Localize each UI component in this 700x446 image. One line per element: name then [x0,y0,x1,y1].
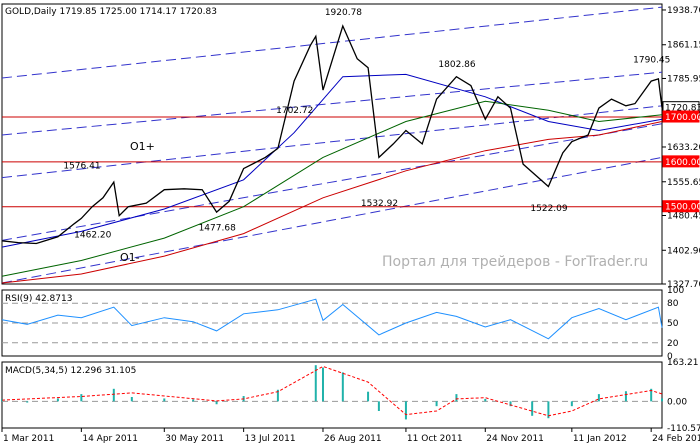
rsi-label: RSI(9) 42.8713 [5,294,72,304]
moving-average-2 [1,121,663,284]
macd-tick-label-1: 0.00 [667,397,687,407]
x-tick-label-6: 24 Nov 2011 [486,434,544,444]
channel-line-0 [1,6,663,79]
price-scale-box-2 [662,155,700,168]
chart-header: GOLD,Daily 1719.85 1725.00 1714.17 1720.… [5,7,217,17]
price-annotation-2: 1790.45 [633,55,670,65]
price-scale-label-0: 1720.83 [665,104,700,114]
price-tick-label-8: 1327.70 [667,280,700,290]
macd-signal-line [1,365,663,417]
price-annotation-4: 1576.41 [63,161,100,171]
price-pane-frame [1,3,663,285]
channel-line-3 [1,123,663,241]
price-annotation-1: 1802.86 [438,60,475,70]
price-scale-label-1: 1700.00 [665,113,700,123]
price-scale-box-1 [662,110,700,123]
moving-average-1 [1,100,663,277]
x-tick-label-3: 13 Jul 2011 [245,434,296,444]
rsi-line [1,298,663,340]
price-scale-label-2: 1600.00 [665,158,700,168]
price-tick-label-2: 1785.95 [667,74,700,84]
macd-tick-label-2: -110.571 [667,424,700,434]
macd-label: MACD(5,34,5) 12.296 31.105 [5,366,136,376]
x-tick-label-1: 14 Apr 2011 [82,434,138,444]
price-tick-label-6: 1480.45 [667,211,700,221]
price-line [1,24,663,245]
price-annotation-3: 1702.72 [276,106,313,116]
price-annotation-7: 1532.92 [361,199,398,209]
price-tick-label-5: 1555.65 [667,178,700,188]
price-tick-label-0: 1938.70 [667,6,700,16]
rsi-tick-label-1: 80 [667,299,679,309]
x-tick-label-5: 11 Oct 2011 [407,434,463,444]
macd-pane-frame [1,361,663,429]
price-annotation-0: 1920.78 [325,8,362,18]
price-tick-label-4: 1633.20 [667,143,700,153]
moving-average-0 [1,73,663,248]
rsi-tick-label-0: 100 [667,286,684,296]
x-tick-label-0: 1 Mar 2011 [3,434,54,444]
price-annotation-6: 1477.68 [199,224,236,234]
price-annotation-8: 1522.09 [530,204,567,214]
rsi-tick-label-4: 0 [667,352,673,362]
x-tick-label-4: 26 Aug 2011 [324,434,382,444]
watermark-text: Портал для трейдеров - ForTrader.ru [382,254,648,270]
price-tick-label-1: 1861.15 [667,41,700,51]
rsi-tick-label-2: 50 [667,319,679,329]
price-tick-label-7: 1402.90 [667,246,700,256]
rsi-tick-label-3: 20 [667,339,679,349]
channel-line-2 [1,105,663,179]
channel-label-upper: O1+ [130,140,155,153]
price-scale-box-3 [662,200,700,213]
macd-tick-label-0: 163.21 [667,358,699,368]
x-tick-label-8: 24 Feb 2012 [652,434,700,444]
channel-label-lower: O1- [120,251,140,264]
x-tick-label-7: 11 Jan 2012 [573,434,627,444]
channel-line-1 [1,71,663,136]
price-scale-label-3: 1500.00 [665,203,700,213]
x-tick-label-2: 30 May 2011 [165,434,224,444]
price-annotation-5: 1462.20 [74,231,111,241]
